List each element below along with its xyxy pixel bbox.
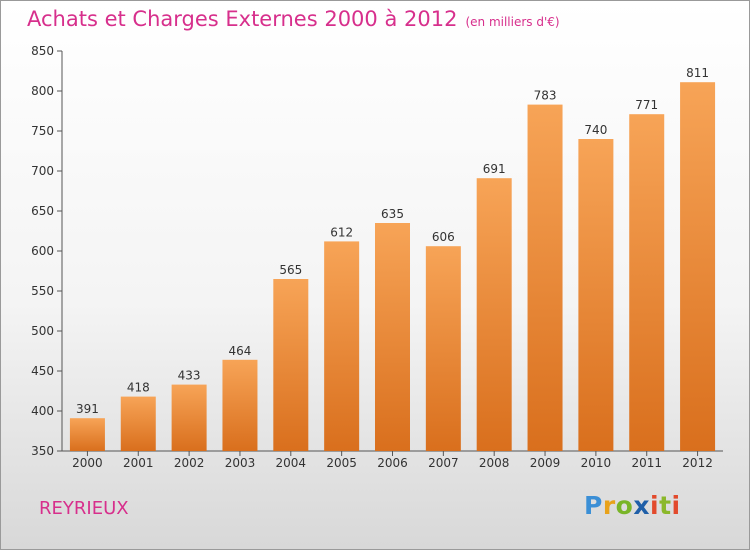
data-label: 565 <box>279 263 302 277</box>
y-tick-label: 700 <box>31 164 54 178</box>
data-label: 418 <box>127 381 150 395</box>
chart-title-text: Achats et Charges Externes 2000 à 2012 <box>27 7 458 31</box>
bar <box>527 104 563 451</box>
bar <box>171 384 207 451</box>
x-tick-label: 2005 <box>326 456 357 470</box>
x-tick-label: 2008 <box>479 456 510 470</box>
x-tick-label: 2010 <box>581 456 612 470</box>
chart-title: Achats et Charges Externes 2000 à 2012 (e… <box>27 7 560 31</box>
bar <box>120 396 156 451</box>
data-label: 464 <box>229 344 252 358</box>
bar <box>273 279 309 451</box>
y-tick-label: 550 <box>31 284 54 298</box>
bar <box>425 246 461 451</box>
data-label: 612 <box>330 225 353 239</box>
chart-unit: (en milliers d'€) <box>465 15 560 29</box>
y-tick-label: 850 <box>31 44 54 58</box>
x-tick-label: 2007 <box>428 456 459 470</box>
data-label: 771 <box>635 98 658 112</box>
x-tick-label: 2006 <box>377 456 408 470</box>
bar <box>578 139 614 451</box>
bar <box>375 223 410 451</box>
bars <box>69 82 716 451</box>
bar <box>476 178 512 451</box>
y-tick-label: 650 <box>31 204 54 218</box>
x-tick-label: 2012 <box>682 456 713 470</box>
x-tick-label: 2003 <box>225 456 256 470</box>
x-tick-label: 2001 <box>123 456 154 470</box>
x-tick-label: 2004 <box>276 456 307 470</box>
bar <box>629 114 665 451</box>
data-label: 783 <box>534 89 557 103</box>
y-tick-label: 600 <box>31 244 54 258</box>
proxiti-logo: Proxiti <box>584 491 681 520</box>
bar <box>680 82 716 451</box>
data-label: 606 <box>432 230 455 244</box>
axes: 350 400 450 500 550 600 650 700 750 800 850 2000 200… <box>31 44 723 470</box>
bar-chart: 350 400 450 500 550 600 650 700 750 800 850 2000 200… <box>31 44 723 470</box>
data-label: 811 <box>686 66 709 80</box>
data-label: 433 <box>178 369 201 383</box>
data-label: 691 <box>483 162 506 176</box>
data-labels: 391 418 433 464 565 612 635 606 691 783 740 771 811 <box>76 66 709 416</box>
x-tick-label: 2000 <box>72 456 103 470</box>
bar <box>69 418 105 451</box>
y-tick-label: 450 <box>31 364 54 378</box>
x-tick-label: 2002 <box>174 456 205 470</box>
data-label: 391 <box>76 402 99 416</box>
data-label: 635 <box>381 207 404 221</box>
bar <box>324 241 360 451</box>
y-tick-label: 750 <box>31 124 54 138</box>
y-tick-label: 400 <box>31 404 54 418</box>
y-tick-label: 500 <box>31 324 54 338</box>
data-label: 740 <box>584 123 607 137</box>
bar <box>222 359 258 451</box>
x-tick-label: 2011 <box>631 456 662 470</box>
x-tick-label: 2009 <box>530 456 561 470</box>
y-tick-label: 800 <box>31 84 54 98</box>
y-tick-label: 350 <box>31 444 54 458</box>
commune-name: REYRIEUX <box>39 498 129 519</box>
